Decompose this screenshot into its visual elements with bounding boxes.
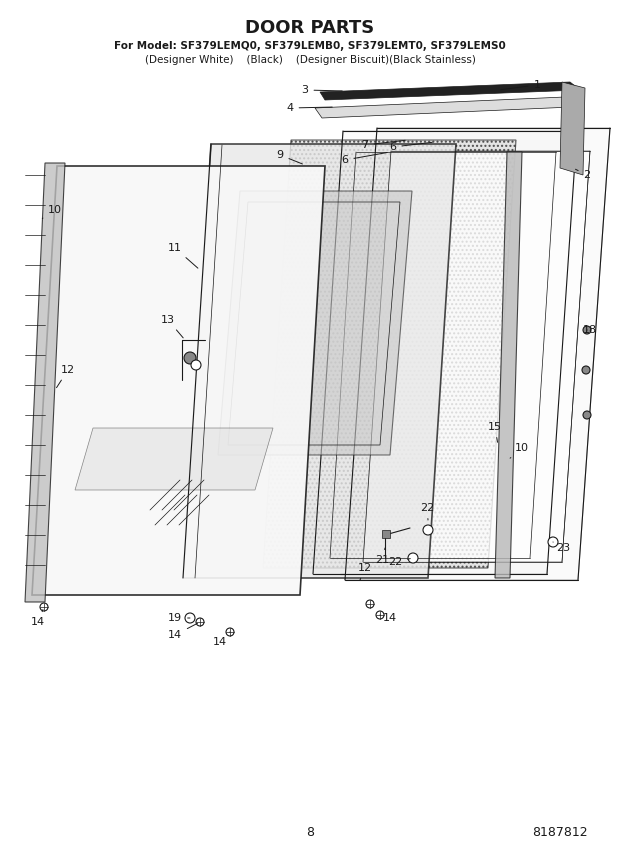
Text: 11: 11 <box>168 243 198 268</box>
Text: 8: 8 <box>306 825 314 839</box>
Circle shape <box>408 553 418 563</box>
Polygon shape <box>32 166 325 595</box>
Text: For Model: SF379LEMQ0, SF379LEMB0, SF379LEMT0, SF379LEMS0: For Model: SF379LEMQ0, SF379LEMB0, SF379… <box>114 41 506 51</box>
Circle shape <box>226 628 234 636</box>
Text: 8187812: 8187812 <box>532 825 588 839</box>
Text: 19: 19 <box>168 613 190 623</box>
Circle shape <box>184 352 196 364</box>
Polygon shape <box>25 163 65 602</box>
Polygon shape <box>218 191 412 455</box>
Circle shape <box>583 326 591 334</box>
Polygon shape <box>313 131 577 574</box>
Text: 18: 18 <box>583 325 597 335</box>
Text: 7: 7 <box>361 140 405 150</box>
Text: 4: 4 <box>286 103 332 113</box>
Circle shape <box>423 525 433 535</box>
Text: 13: 13 <box>161 315 183 338</box>
Circle shape <box>583 411 591 419</box>
Text: (Designer White)    (Black)    (Designer Biscuit)(Black Stainless): (Designer White) (Black) (Designer Biscu… <box>144 55 476 65</box>
Text: 3: 3 <box>301 85 342 95</box>
Polygon shape <box>320 82 580 100</box>
Text: 22: 22 <box>420 503 434 520</box>
Text: 15: 15 <box>488 422 502 443</box>
Circle shape <box>376 611 384 619</box>
Polygon shape <box>75 428 273 490</box>
Circle shape <box>548 537 558 547</box>
Text: 10: 10 <box>510 443 529 458</box>
Text: 1: 1 <box>501 80 541 90</box>
Polygon shape <box>495 152 522 578</box>
Text: 14: 14 <box>31 609 45 627</box>
Text: 22: 22 <box>388 557 410 567</box>
Text: 12: 12 <box>358 563 372 580</box>
Polygon shape <box>560 82 585 175</box>
Text: 14: 14 <box>213 632 230 647</box>
Circle shape <box>196 618 204 626</box>
Text: 9: 9 <box>277 150 303 164</box>
Text: 6: 6 <box>342 152 388 165</box>
Text: 23: 23 <box>553 542 570 553</box>
Polygon shape <box>183 144 456 578</box>
Bar <box>382 530 390 538</box>
Text: 6: 6 <box>389 142 432 152</box>
Circle shape <box>191 360 201 370</box>
Polygon shape <box>315 97 572 118</box>
Text: 2: 2 <box>575 169 591 180</box>
Polygon shape <box>363 151 590 562</box>
Polygon shape <box>345 128 610 580</box>
Circle shape <box>185 613 195 623</box>
Circle shape <box>366 600 374 608</box>
Text: 14: 14 <box>168 623 198 640</box>
Text: DOOR PARTS: DOOR PARTS <box>246 19 374 37</box>
Text: 14: 14 <box>380 613 397 623</box>
Text: 12: 12 <box>56 365 75 388</box>
Circle shape <box>582 366 590 374</box>
Polygon shape <box>263 140 516 568</box>
Text: 21: 21 <box>375 548 389 565</box>
Circle shape <box>40 603 48 611</box>
Text: 10: 10 <box>42 205 62 218</box>
